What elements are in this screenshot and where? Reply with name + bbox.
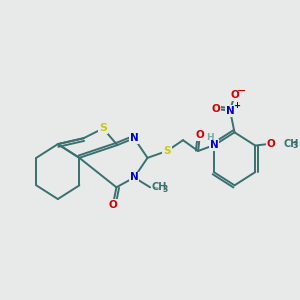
Text: N: N — [210, 140, 218, 150]
Text: −: − — [237, 86, 246, 96]
Text: O: O — [196, 130, 204, 140]
Text: N: N — [226, 106, 235, 116]
Text: O: O — [212, 104, 220, 114]
Text: H: H — [206, 133, 214, 142]
Text: S: S — [99, 123, 107, 134]
Text: methyl: methyl — [154, 186, 160, 187]
Text: CH: CH — [284, 139, 299, 148]
Text: O: O — [267, 139, 276, 148]
Text: N: N — [130, 133, 139, 143]
Text: CH: CH — [151, 182, 166, 192]
Text: S: S — [163, 146, 171, 156]
Text: O: O — [109, 200, 117, 210]
Text: 3: 3 — [292, 141, 298, 150]
Text: 3: 3 — [163, 185, 168, 194]
Text: O: O — [230, 90, 239, 100]
Text: +: + — [233, 101, 240, 110]
Text: N: N — [130, 172, 139, 182]
Text: methyl: methyl — [154, 187, 159, 188]
